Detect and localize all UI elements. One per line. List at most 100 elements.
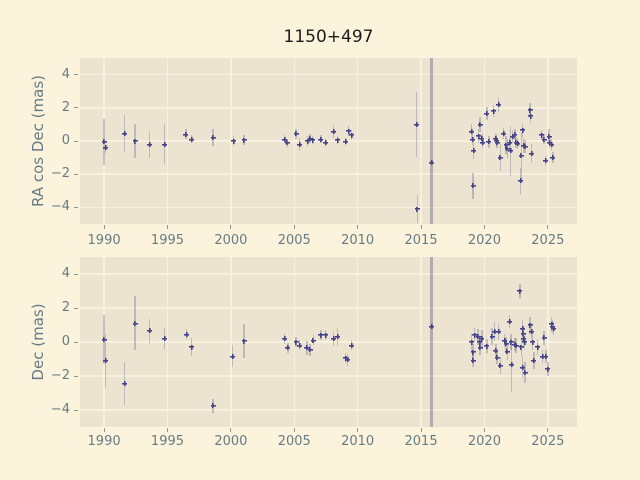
data-point-marker bbox=[518, 153, 524, 159]
y-tick-mark bbox=[74, 107, 78, 109]
data-point-marker bbox=[230, 138, 236, 144]
data-point-marker bbox=[322, 140, 328, 146]
data-point-marker bbox=[493, 348, 499, 353]
y-tick-label: 2 bbox=[61, 300, 70, 315]
data-point-marker bbox=[469, 136, 475, 142]
data-point-marker bbox=[521, 336, 527, 342]
data-point-marker bbox=[504, 145, 510, 151]
x-tick-mark bbox=[230, 225, 232, 229]
x-tick-mark bbox=[357, 225, 359, 229]
y-tick-label: −4 bbox=[50, 199, 70, 215]
data-point-marker bbox=[310, 137, 316, 143]
x-tick-mark bbox=[293, 428, 295, 432]
data-point-marker bbox=[528, 329, 534, 335]
data-point-marker bbox=[471, 332, 477, 338]
data-point-marker bbox=[189, 136, 195, 142]
x-tick-label: 1995 bbox=[150, 434, 185, 449]
data-point-marker bbox=[475, 334, 481, 340]
data-point-marker bbox=[500, 131, 506, 137]
data-point-marker bbox=[528, 150, 534, 156]
data-point-marker bbox=[495, 101, 501, 107]
data-point-marker bbox=[484, 111, 490, 117]
data-point-marker bbox=[101, 139, 107, 145]
data-point-marker bbox=[318, 332, 324, 338]
data-point-marker bbox=[492, 329, 498, 335]
y-tick-label: −2 bbox=[50, 368, 70, 383]
data-point-marker bbox=[184, 331, 189, 337]
y-tick-mark bbox=[74, 140, 78, 142]
x-tick-label: 2005 bbox=[277, 233, 311, 248]
y-tick-label: 0 bbox=[61, 133, 70, 148]
data-point-marker bbox=[517, 288, 523, 294]
x-tick-label: 2025 bbox=[531, 233, 565, 248]
data-point-marker bbox=[318, 136, 324, 142]
data-point-marker bbox=[518, 178, 524, 184]
gridline-y bbox=[80, 173, 577, 175]
page-title: 1150+497 bbox=[283, 27, 374, 47]
x-tick-mark bbox=[420, 428, 422, 432]
data-point-marker bbox=[541, 136, 547, 142]
data-point-marker bbox=[494, 354, 500, 360]
ra-cos-dec-plot-area bbox=[80, 58, 577, 224]
y-tick-mark bbox=[74, 206, 78, 208]
x-tick-label: 2010 bbox=[341, 233, 375, 248]
y-tick-mark bbox=[74, 375, 78, 377]
y-tick-label: 4 bbox=[61, 266, 70, 281]
data-point-marker bbox=[543, 353, 549, 359]
y-tick-mark bbox=[74, 74, 78, 76]
data-point-marker bbox=[304, 345, 310, 351]
data-point-marker bbox=[348, 342, 354, 348]
data-point-marker bbox=[519, 365, 525, 370]
data-point-marker bbox=[507, 319, 513, 325]
data-point-marker bbox=[230, 353, 236, 359]
data-point-marker bbox=[102, 358, 108, 364]
y-tick-label: 4 bbox=[61, 66, 70, 82]
error-bar bbox=[430, 58, 434, 224]
data-point-marker bbox=[296, 141, 302, 147]
x-tick-mark bbox=[293, 225, 295, 229]
y-tick-label: −2 bbox=[50, 166, 70, 182]
y-tick-label: 0 bbox=[61, 334, 70, 349]
gridline-y bbox=[80, 341, 577, 343]
data-point-marker bbox=[101, 336, 107, 342]
data-point-marker bbox=[147, 328, 153, 334]
data-point-marker bbox=[504, 348, 510, 354]
data-point-marker bbox=[518, 344, 524, 350]
data-point-marker bbox=[502, 337, 508, 343]
x-tick-label: 2015 bbox=[404, 233, 438, 248]
data-point-marker bbox=[121, 131, 127, 137]
data-point-marker bbox=[484, 343, 490, 349]
data-point-marker bbox=[470, 183, 476, 189]
data-point-marker bbox=[210, 403, 216, 409]
data-point-marker bbox=[539, 132, 544, 138]
data-point-marker bbox=[530, 339, 536, 345]
data-point-marker bbox=[147, 141, 153, 147]
gridline-y bbox=[80, 375, 577, 377]
x-tick-mark bbox=[103, 428, 105, 432]
data-point-marker bbox=[331, 129, 337, 135]
dec-plot-area bbox=[80, 257, 577, 427]
data-point-marker bbox=[503, 142, 509, 148]
y-tick-mark bbox=[74, 307, 78, 309]
data-point-marker bbox=[282, 336, 288, 342]
data-point-marker bbox=[542, 158, 548, 164]
data-point-marker bbox=[522, 144, 528, 150]
x-tick-label: 2010 bbox=[341, 434, 375, 449]
data-point-marker bbox=[183, 131, 189, 137]
data-point-marker bbox=[345, 357, 351, 363]
x-tick-label: 1990 bbox=[87, 434, 121, 449]
data-point-marker bbox=[293, 339, 299, 345]
data-point-marker bbox=[521, 339, 527, 345]
data-point-marker bbox=[497, 363, 503, 369]
data-point-marker bbox=[282, 136, 288, 142]
data-point-marker bbox=[540, 353, 546, 359]
x-tick-label: 2005 bbox=[277, 434, 311, 449]
data-point-marker bbox=[469, 129, 475, 135]
data-point-marker bbox=[429, 324, 435, 330]
gridline-y bbox=[80, 107, 577, 109]
data-point-marker bbox=[550, 155, 556, 161]
data-point-marker bbox=[513, 342, 519, 348]
data-point-marker bbox=[471, 148, 477, 154]
gridline-y bbox=[80, 140, 577, 142]
